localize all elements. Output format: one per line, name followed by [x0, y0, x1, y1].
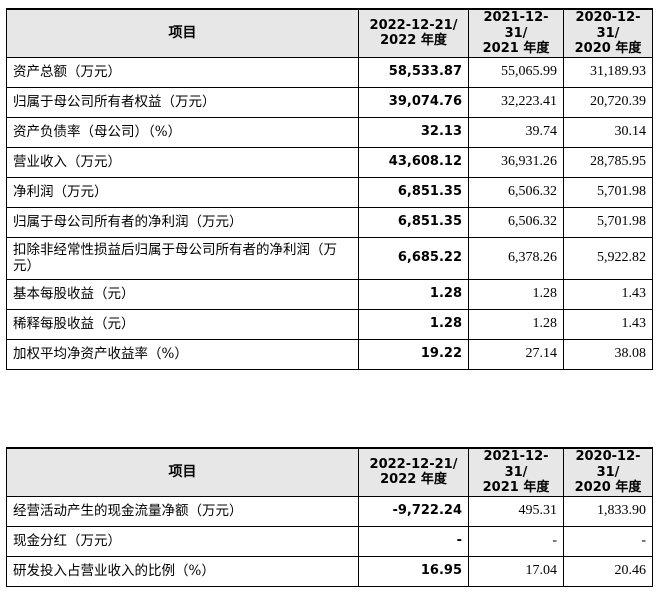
header-2022: 2022-12-21/2022 年度	[358, 447, 469, 497]
cell-2020: -	[563, 525, 653, 557]
cell-2020: 20,720.39	[563, 86, 653, 118]
cell-2022: 32.13	[358, 116, 469, 148]
cell-2022: 39,074.76	[358, 86, 469, 118]
cell-2021: -	[468, 525, 564, 557]
cell-2021: 1.28	[468, 308, 564, 340]
header-2020: 2020-12-31/2020 年度	[563, 8, 653, 58]
table-row: 现金分红（万元） - - -	[6, 525, 653, 557]
cell-2021: 55,065.99	[468, 56, 564, 88]
table-row: 研发投入占营业收入的比例（%） 16.95 17.04 20.46	[6, 555, 653, 587]
cell-2020: 31,189.93	[563, 56, 653, 88]
cell-2022: 19.22	[358, 338, 469, 370]
cell-2022: 1.28	[358, 278, 469, 310]
row-label: 净利润（万元）	[6, 176, 359, 208]
table-row: 经营活动产生的现金流量净额（万元） -9,722.24 495.31 1,833…	[6, 495, 653, 527]
table-row: 营业收入（万元） 43,608.12 36,931.26 28,785.95	[6, 146, 653, 178]
header-2021: 2021-12-31/2021 年度	[468, 447, 564, 497]
row-label: 稀释每股收益（元）	[6, 308, 359, 340]
table-row: 基本每股收益（元） 1.28 1.28 1.43	[6, 278, 653, 310]
cell-2021: 17.04	[468, 555, 564, 587]
row-label: 扣除非经常性损益后归属于母公司所有者的净利润（万元）	[6, 236, 359, 280]
header-item: 项目	[6, 8, 359, 58]
cell-2020: 28,785.95	[563, 146, 653, 178]
header-2020: 2020-12-31/2020 年度	[563, 447, 653, 497]
cell-2021: 39.74	[468, 116, 564, 148]
cell-2022: -9,722.24	[358, 495, 469, 527]
cell-2021: 1.28	[468, 278, 564, 310]
row-label: 加权平均净资产收益率（%）	[6, 338, 359, 370]
cell-2022: 6,851.35	[358, 176, 469, 208]
cell-2020: 20.46	[563, 555, 653, 587]
table-header-row: 项目 2022-12-21/2022 年度 2021-12-31/2021 年度…	[6, 447, 653, 497]
cell-2021: 495.31	[468, 495, 564, 527]
cell-2021: 32,223.41	[468, 86, 564, 118]
cell-2022: 6,685.22	[358, 236, 469, 280]
row-label: 资产总额（万元）	[6, 56, 359, 88]
table-header-row: 项目 2022-12-21/2022 年度 2021-12-31/2021 年度…	[6, 8, 653, 58]
row-label: 归属于母公司所有者权益（万元）	[6, 86, 359, 118]
cashflow-rd-table: 项目 2022-12-21/2022 年度 2021-12-31/2021 年度…	[6, 447, 653, 587]
row-label: 资产负债率（母公司）（%）	[6, 116, 359, 148]
row-label: 研发投入占营业收入的比例（%）	[6, 555, 359, 587]
header-2021: 2021-12-31/2021 年度	[468, 8, 564, 58]
row-label: 基本每股收益（元）	[6, 278, 359, 310]
cell-2020: 5,701.98	[563, 176, 653, 208]
cell-2022: -	[358, 525, 469, 557]
table-row: 加权平均净资产收益率（%） 19.22 27.14 38.08	[6, 338, 653, 370]
cell-2022: 16.95	[358, 555, 469, 587]
cell-2022: 43,608.12	[358, 146, 469, 178]
cell-2020: 5,701.98	[563, 206, 653, 238]
cell-2020: 1.43	[563, 278, 653, 310]
table-row: 归属于母公司所有者权益（万元） 39,074.76 32,223.41 20,7…	[6, 86, 653, 118]
row-label: 归属于母公司所有者的净利润（万元）	[6, 206, 359, 238]
cell-2020: 5,922.82	[563, 236, 653, 280]
cell-2021: 6,506.32	[468, 176, 564, 208]
cell-2022: 6,851.35	[358, 206, 469, 238]
row-label: 经营活动产生的现金流量净额（万元）	[6, 495, 359, 527]
table-row: 归属于母公司所有者的净利润（万元） 6,851.35 6,506.32 5,70…	[6, 206, 653, 238]
row-label: 现金分红（万元）	[6, 525, 359, 557]
table-row: 稀释每股收益（元） 1.28 1.28 1.43	[6, 308, 653, 340]
table-row: 扣除非经常性损益后归属于母公司所有者的净利润（万元） 6,685.22 6,37…	[6, 236, 653, 280]
cell-2020: 38.08	[563, 338, 653, 370]
cell-2021: 27.14	[468, 338, 564, 370]
cell-2021: 6,378.26	[468, 236, 564, 280]
cell-2021: 6,506.32	[468, 206, 564, 238]
financial-indicators-table: 项目 2022-12-21/2022 年度 2021-12-31/2021 年度…	[6, 8, 653, 370]
header-item: 项目	[6, 447, 359, 497]
table-row: 净利润（万元） 6,851.35 6,506.32 5,701.98	[6, 176, 653, 208]
cell-2021: 36,931.26	[468, 146, 564, 178]
table-row: 资产总额（万元） 58,533.87 55,065.99 31,189.93	[6, 56, 653, 88]
row-label: 营业收入（万元）	[6, 146, 359, 178]
cell-2022: 58,533.87	[358, 56, 469, 88]
cell-2020: 30.14	[563, 116, 653, 148]
table-row: 资产负债率（母公司）（%） 32.13 39.74 30.14	[6, 116, 653, 148]
cell-2022: 1.28	[358, 308, 469, 340]
header-2022: 2022-12-21/2022 年度	[358, 8, 469, 58]
cell-2020: 1.43	[563, 308, 653, 340]
cell-2020: 1,833.90	[563, 495, 653, 527]
